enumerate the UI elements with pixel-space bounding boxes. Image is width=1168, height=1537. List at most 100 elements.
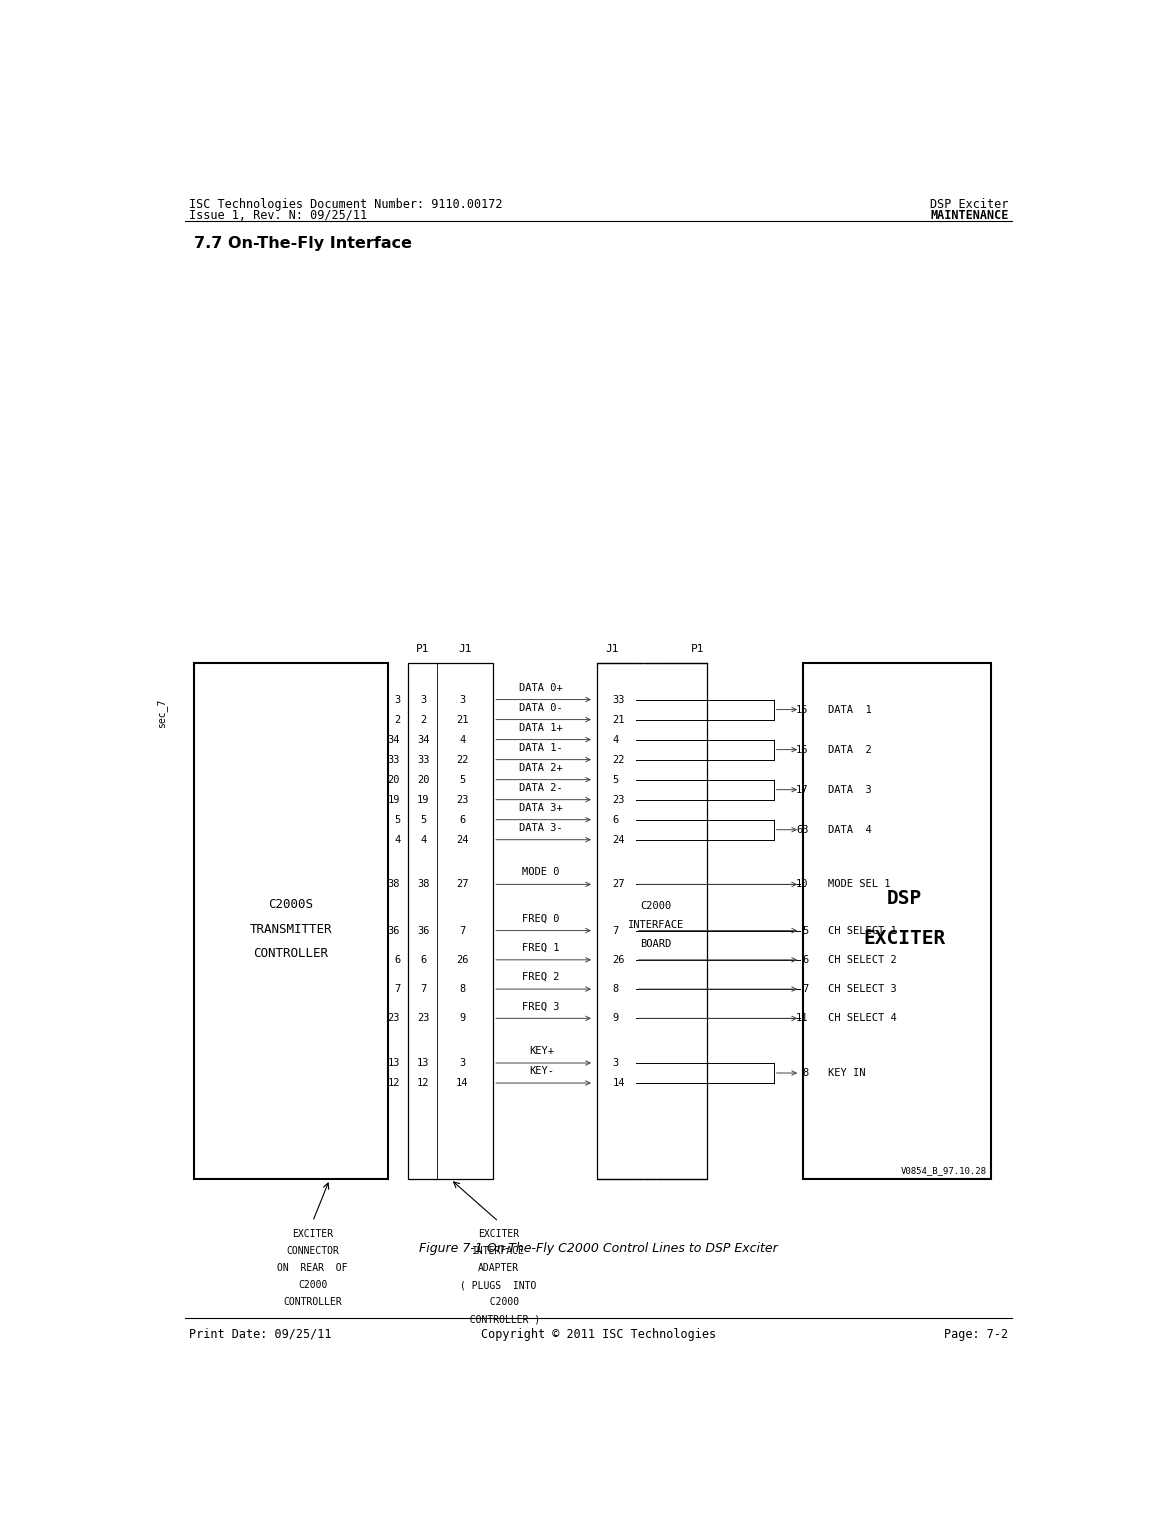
Text: 27: 27 xyxy=(456,879,468,890)
Text: 16: 16 xyxy=(797,744,808,755)
Text: 6: 6 xyxy=(459,815,465,825)
Text: 5: 5 xyxy=(802,925,808,936)
Text: CH SELECT 4: CH SELECT 4 xyxy=(828,1013,897,1024)
Text: 27: 27 xyxy=(612,879,625,890)
Text: 23: 23 xyxy=(388,1013,401,1024)
Text: 3: 3 xyxy=(612,1057,619,1068)
Text: 8: 8 xyxy=(802,1068,808,1077)
Text: EXCITER: EXCITER xyxy=(863,928,946,948)
Text: 10: 10 xyxy=(797,879,808,890)
Text: CONNECTOR: CONNECTOR xyxy=(286,1247,339,1256)
Text: ISC Technologies Document Number: 9110.00172: ISC Technologies Document Number: 9110.0… xyxy=(188,198,502,211)
Text: DATA 2-: DATA 2- xyxy=(520,782,563,793)
Text: DATA 1+: DATA 1+ xyxy=(520,722,563,733)
Text: 24: 24 xyxy=(612,835,625,845)
Text: 33: 33 xyxy=(612,695,625,704)
Text: 7.7 On-The-Fly Interface: 7.7 On-The-Fly Interface xyxy=(194,237,412,251)
Text: 6: 6 xyxy=(420,954,426,965)
Text: 4: 4 xyxy=(612,735,619,744)
Text: DATA  4: DATA 4 xyxy=(828,825,871,835)
Text: FREQ 3: FREQ 3 xyxy=(522,1002,559,1011)
Text: P1: P1 xyxy=(416,644,430,655)
Text: C2000: C2000 xyxy=(478,1297,520,1306)
Text: MODE 0: MODE 0 xyxy=(522,867,559,878)
Text: 7: 7 xyxy=(420,984,426,994)
Text: DATA 0-: DATA 0- xyxy=(520,702,563,713)
Text: 36: 36 xyxy=(417,925,430,936)
Text: CH SELECT 1: CH SELECT 1 xyxy=(828,925,897,936)
Text: 3: 3 xyxy=(459,1057,465,1068)
Text: 2: 2 xyxy=(394,715,401,724)
Text: 3: 3 xyxy=(459,695,465,704)
Text: ON  REAR  OF: ON REAR OF xyxy=(277,1263,348,1273)
Text: MODE SEL 1: MODE SEL 1 xyxy=(828,879,890,890)
Text: DATA 1-: DATA 1- xyxy=(520,742,563,753)
Text: 19: 19 xyxy=(388,795,401,805)
Text: FREQ 0: FREQ 0 xyxy=(522,913,559,924)
Text: DSP: DSP xyxy=(888,888,923,908)
Text: 6: 6 xyxy=(612,815,619,825)
Text: TRANSMITTER: TRANSMITTER xyxy=(250,922,332,936)
Text: 15: 15 xyxy=(797,704,808,715)
Text: 5: 5 xyxy=(394,815,401,825)
Text: DATA 0+: DATA 0+ xyxy=(520,682,563,693)
Text: EXCITER: EXCITER xyxy=(292,1230,333,1239)
Text: 4: 4 xyxy=(420,835,426,845)
Text: DATA  2: DATA 2 xyxy=(828,744,871,755)
Text: 9: 9 xyxy=(459,1013,465,1024)
Text: 11: 11 xyxy=(797,1013,808,1024)
Text: 7: 7 xyxy=(612,925,619,936)
Text: KEY+: KEY+ xyxy=(529,1047,554,1056)
Text: 14: 14 xyxy=(612,1077,625,1088)
Text: DATA 2+: DATA 2+ xyxy=(520,762,563,773)
Text: 26: 26 xyxy=(612,954,625,965)
Text: ADAPTER: ADAPTER xyxy=(478,1263,520,1273)
Text: Page: 7-2: Page: 7-2 xyxy=(945,1328,1009,1340)
Text: 6: 6 xyxy=(802,954,808,965)
Text: 23: 23 xyxy=(417,1013,430,1024)
Text: DATA  1: DATA 1 xyxy=(828,704,871,715)
Text: 7: 7 xyxy=(459,925,465,936)
Text: 21: 21 xyxy=(612,715,625,724)
Text: 14: 14 xyxy=(456,1077,468,1088)
Text: 5: 5 xyxy=(420,815,426,825)
Text: P1: P1 xyxy=(691,644,704,655)
Text: 34: 34 xyxy=(388,735,401,744)
Text: DATA 3+: DATA 3+ xyxy=(520,802,563,813)
Text: 8: 8 xyxy=(459,984,465,994)
Text: 9: 9 xyxy=(612,1013,619,1024)
Text: KEY IN: KEY IN xyxy=(828,1068,865,1077)
Text: 20: 20 xyxy=(417,775,430,785)
Text: 38: 38 xyxy=(417,879,430,890)
Text: BOARD: BOARD xyxy=(640,939,672,950)
Text: 23: 23 xyxy=(612,795,625,805)
Text: CONTROLLER: CONTROLLER xyxy=(253,947,328,961)
Text: 3: 3 xyxy=(394,695,401,704)
Text: 26: 26 xyxy=(456,954,468,965)
Text: EXCITER: EXCITER xyxy=(478,1230,520,1239)
Text: 2: 2 xyxy=(420,715,426,724)
Text: Issue 1, Rev. N: 09/25/11: Issue 1, Rev. N: 09/25/11 xyxy=(188,209,367,221)
Text: 6: 6 xyxy=(394,954,401,965)
Text: C2000: C2000 xyxy=(298,1280,327,1290)
Text: 20: 20 xyxy=(388,775,401,785)
Text: 36: 36 xyxy=(388,925,401,936)
Text: 24: 24 xyxy=(456,835,468,845)
Text: 4: 4 xyxy=(459,735,465,744)
Text: 12: 12 xyxy=(417,1077,430,1088)
Text: 19: 19 xyxy=(417,795,430,805)
Text: 12: 12 xyxy=(388,1077,401,1088)
Text: 5: 5 xyxy=(612,775,619,785)
Text: V0854_B_97.10.28: V0854_B_97.10.28 xyxy=(901,1167,987,1176)
Text: Figure 7-1 On-The-Fly C2000 Control Lines to DSP Exciter: Figure 7-1 On-The-Fly C2000 Control Line… xyxy=(419,1242,778,1256)
Text: 63: 63 xyxy=(797,825,808,835)
Text: CH SELECT 2: CH SELECT 2 xyxy=(828,954,897,965)
Text: Print Date: 09/25/11: Print Date: 09/25/11 xyxy=(188,1328,331,1340)
Text: MAINTENANCE: MAINTENANCE xyxy=(930,209,1009,221)
Text: 4: 4 xyxy=(394,835,401,845)
Text: J1: J1 xyxy=(606,644,619,655)
Text: C2000: C2000 xyxy=(640,901,672,911)
Text: INTERFACE: INTERFACE xyxy=(472,1247,526,1256)
Text: J1: J1 xyxy=(459,644,472,655)
Text: INTERFACE: INTERFACE xyxy=(628,921,684,930)
